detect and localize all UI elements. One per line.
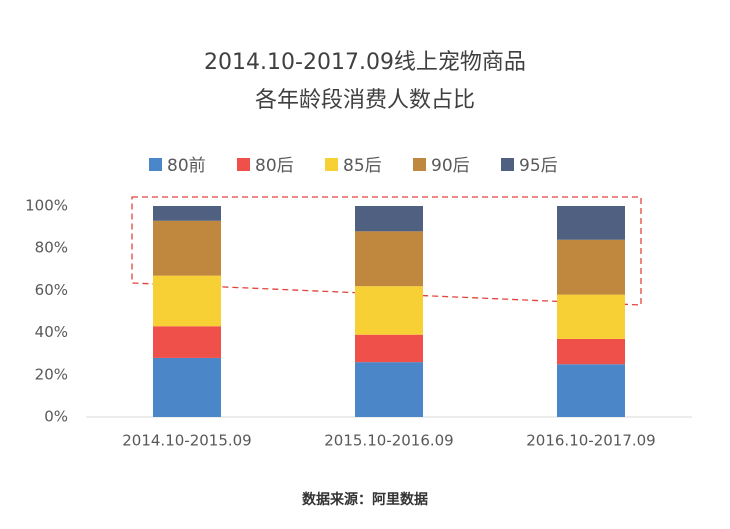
bar-segment <box>557 364 625 417</box>
bar-segment <box>355 334 423 363</box>
bar-segment <box>557 338 625 365</box>
legend-swatch <box>325 158 338 171</box>
bar-segment <box>355 206 423 232</box>
legend-label: 80后 <box>255 156 294 176</box>
legend-swatch <box>237 158 250 171</box>
legend-label: 80前 <box>167 156 206 176</box>
source: 数据来源：阿里数据 <box>302 491 428 508</box>
y-tick-label: 0% <box>44 408 68 426</box>
bar-segment <box>153 275 221 327</box>
bar-segment <box>557 206 625 240</box>
legend-swatch <box>501 158 514 171</box>
chart-title: 2014.10-2017.09线上宠物商品 <box>204 50 526 75</box>
bar-segment <box>153 220 221 276</box>
bar-segment <box>153 357 221 417</box>
x-tick-label: 2016.10-2017.09 <box>526 432 655 450</box>
highlight-box <box>131 196 642 306</box>
x-tick-label: 2015.10-2016.09 <box>324 432 453 450</box>
legend-label: 95后 <box>519 156 558 176</box>
legend-swatch <box>149 158 162 171</box>
legend-label: 90后 <box>431 156 470 176</box>
y-tick-label: 100% <box>25 197 68 215</box>
bar-segment <box>153 326 221 358</box>
x-tick-label: 2014.10-2015.09 <box>122 432 251 450</box>
bar-segment <box>355 362 423 417</box>
chart-title: 各年龄段消费人数占比 <box>255 88 475 113</box>
y-tick-label: 60% <box>35 281 68 299</box>
y-tick-label: 40% <box>35 323 68 341</box>
bar-segment <box>355 231 423 287</box>
legend-label: 85后 <box>343 156 382 176</box>
y-tick-label: 20% <box>35 365 68 383</box>
y-tick-label: 80% <box>35 239 68 257</box>
legend-swatch <box>413 158 426 171</box>
bar-segment <box>355 286 423 335</box>
bar-segment <box>153 206 221 221</box>
bar-segment <box>557 239 625 295</box>
bar-segment <box>557 294 625 339</box>
